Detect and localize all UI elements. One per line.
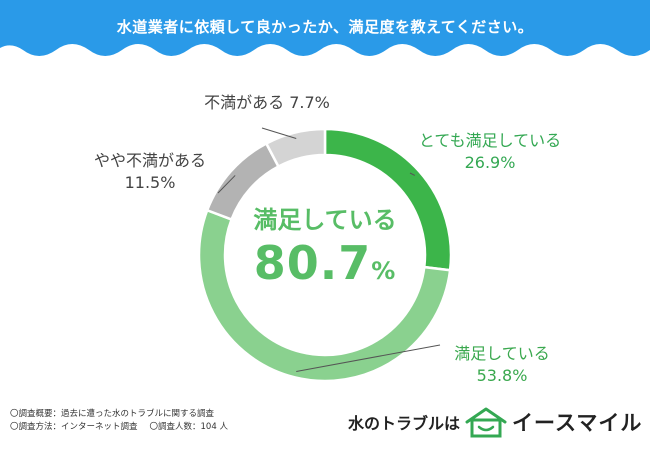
survey-overview: 〇調査概要：過去に遭った水のトラブルに関する調査 [10,409,215,419]
center-summary: 満足している 80.7% [225,205,425,299]
label-satisfied: 満足している 53.8% [432,343,572,387]
label-satisfied-name: 満足している [454,344,550,363]
label-satisfied-value: 53.8% [476,366,528,385]
label-very-satisfied-name: とても満足している [418,131,562,150]
leader-dissatisfied [261,127,297,139]
leader-slightly-dissatisfied [217,175,236,194]
leader-satisfied [296,344,441,372]
leader-very-satisfied [409,172,416,176]
survey-notes: 〇調査概要：過去に遭った水のトラブルに関する調査 〇調査方法：インターネット調査… [10,408,228,434]
survey-method-line: 〇調査方法：インターネット調査 〇調査人数：104 人 [10,421,228,434]
slice-dissatisfied [264,127,327,169]
center-label: 満足している [253,206,397,234]
page-title: 水道業者に依頼して良かったか、満足度を教えてください。 [116,18,534,36]
label-very-satisfied-value: 26.9% [464,153,516,172]
label-slightly-dissatisfied-value: 11.5% [124,173,176,192]
brand-tagline: 水のトラブルは [348,414,461,433]
center-value: 80.7% [253,236,397,290]
brand-logo-area: 水のトラブルは イースマイル [348,402,642,442]
brand-name: イースマイル [512,411,643,435]
label-dissatisfied: 不満がある 7.7% [182,92,352,114]
house-smile-icon [465,407,507,438]
label-slightly-dissatisfied-name: やや不満がある [93,151,206,170]
center-unit: % [371,257,397,285]
survey-respondents: 〇調査人数：104 人 [149,422,228,432]
header-wave-shape [0,0,650,56]
label-dissatisfied-text: 不満がある 7.7% [204,93,330,112]
survey-method: 〇調査方法：インターネット調査 [10,422,138,432]
label-slightly-dissatisfied: やや不満がある 11.5% [70,150,230,194]
header-wave-banner [0,0,650,56]
slice-satisfied [197,208,452,383]
label-very-satisfied: とても満足している 26.9% [400,130,580,174]
